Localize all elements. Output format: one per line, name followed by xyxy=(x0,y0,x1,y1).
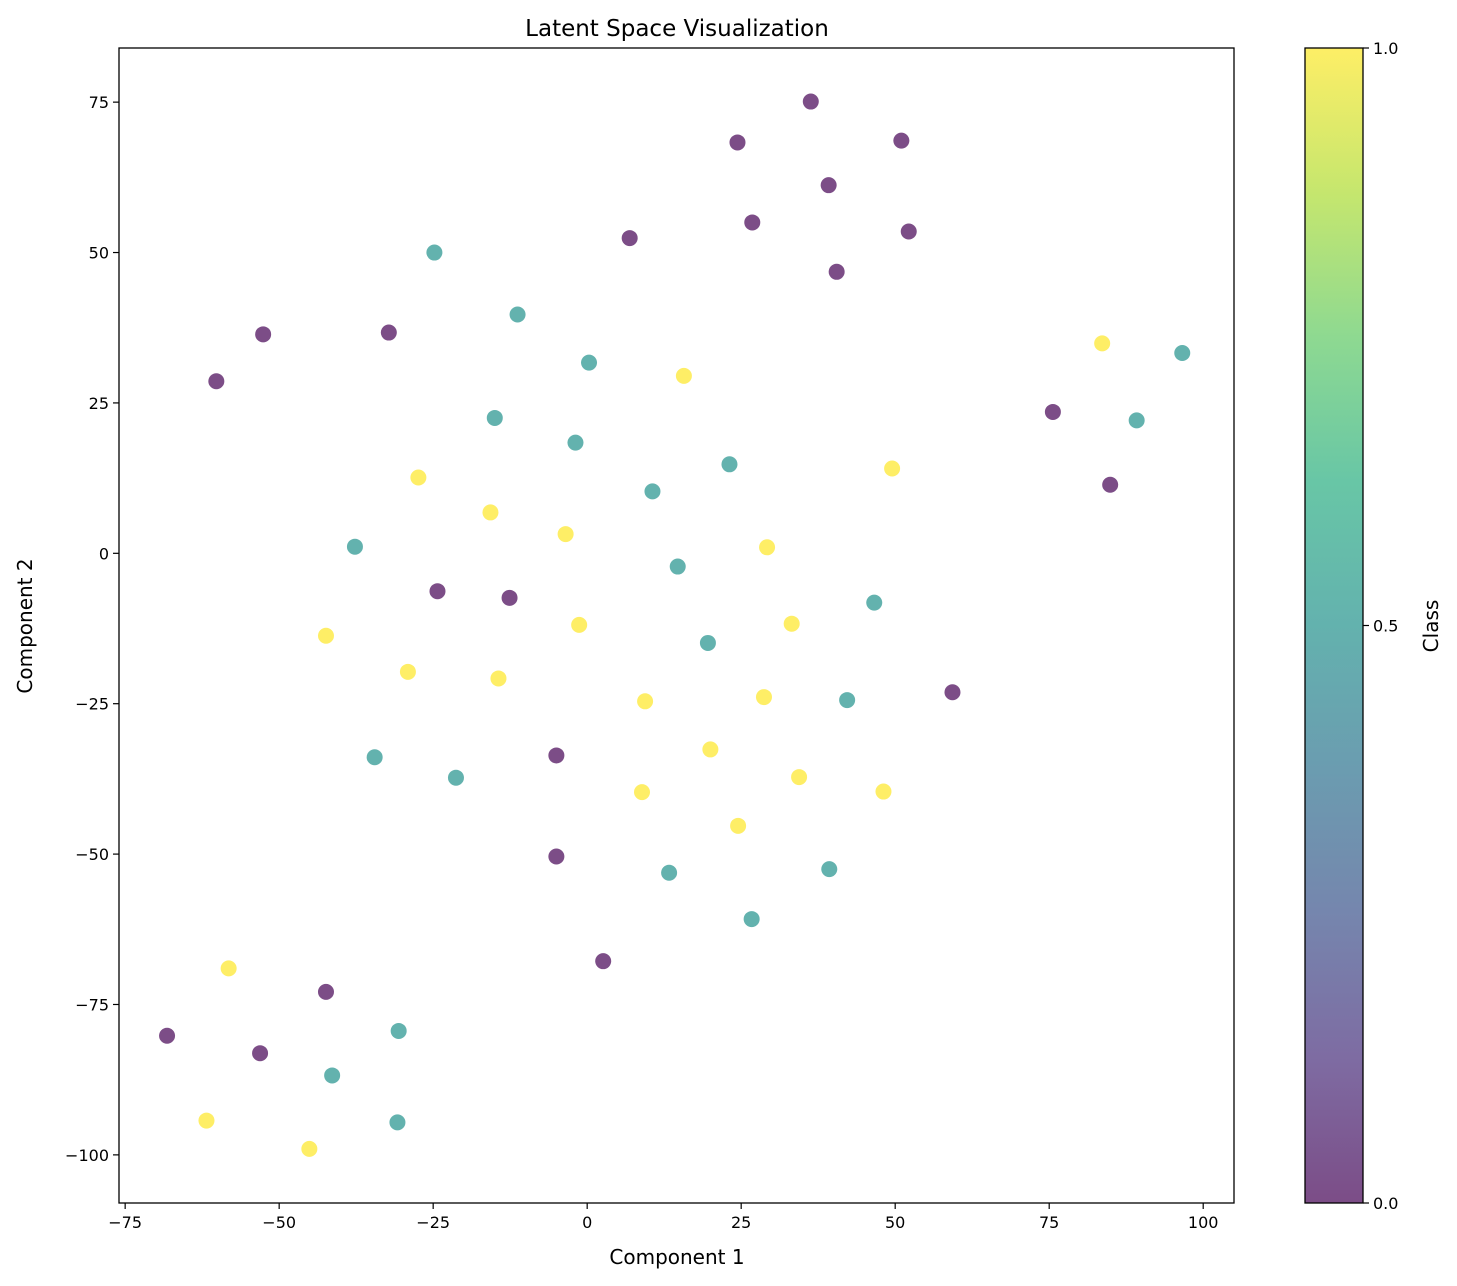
data-point xyxy=(557,526,574,543)
data-point xyxy=(317,627,334,644)
data-point xyxy=(366,749,383,766)
colorbar xyxy=(1304,47,1364,1204)
data-point xyxy=(581,354,598,371)
data-point xyxy=(1102,476,1119,493)
x-axis-label: Component 1 xyxy=(609,1245,744,1269)
y-tick-label: −50 xyxy=(75,845,109,864)
data-point xyxy=(875,783,892,800)
data-point xyxy=(944,684,961,701)
data-point xyxy=(410,469,427,486)
data-point xyxy=(1044,403,1061,420)
colorbar-axis: 0.0 0.5 1.0 xyxy=(1363,39,1398,1213)
y-tick-label: −75 xyxy=(75,995,109,1014)
data-point xyxy=(884,460,901,477)
data-point xyxy=(208,373,225,390)
data-point xyxy=(482,504,499,521)
data-point xyxy=(571,616,588,633)
data-point xyxy=(634,784,651,801)
data-point xyxy=(743,911,760,928)
data-point xyxy=(1128,412,1145,429)
data-point xyxy=(447,769,464,786)
data-point xyxy=(548,848,565,865)
data-point xyxy=(729,134,746,151)
x-tick-label: 75 xyxy=(1039,1213,1059,1232)
x-tick-label: 50 xyxy=(885,1213,905,1232)
y-axis-label: Component 2 xyxy=(13,558,37,693)
data-point xyxy=(702,741,719,758)
y-tick-label: 75 xyxy=(89,93,109,112)
data-point xyxy=(802,93,819,110)
colorbar-tick-label: 0.0 xyxy=(1373,1194,1398,1213)
data-point xyxy=(1174,344,1191,361)
data-point xyxy=(621,230,638,247)
data-point xyxy=(595,953,612,970)
y-tick-label: −25 xyxy=(75,695,109,714)
y-axis: −100 −75 −50 −25 0 25 50 75 xyxy=(65,93,119,1165)
colorbar-tick-label: 0.5 xyxy=(1373,617,1398,636)
data-point xyxy=(661,864,678,881)
data-point xyxy=(730,817,747,834)
data-point xyxy=(389,1114,406,1131)
y-tick-label: −100 xyxy=(65,1146,109,1165)
data-point xyxy=(669,558,686,575)
data-point xyxy=(317,983,334,1000)
data-point xyxy=(159,1027,176,1044)
data-point xyxy=(900,223,917,240)
x-tick-label: 0 xyxy=(582,1213,592,1232)
data-point xyxy=(198,1112,215,1129)
data-point xyxy=(783,615,800,632)
data-point xyxy=(486,409,503,426)
chart-title: Latent Space Visualization xyxy=(525,16,829,42)
colorbar-label: Class xyxy=(1419,600,1443,653)
data-point xyxy=(501,589,518,606)
x-tick-label: −50 xyxy=(262,1213,296,1232)
data-point xyxy=(567,434,584,451)
y-tick-label: 25 xyxy=(89,394,109,413)
data-point xyxy=(828,263,845,280)
x-tick-label: 25 xyxy=(731,1213,751,1232)
data-point xyxy=(1094,335,1111,352)
data-point xyxy=(301,1140,318,1157)
colorbar-tick-label: 1.0 xyxy=(1373,39,1398,58)
data-point xyxy=(380,324,397,341)
data-point xyxy=(675,367,692,384)
data-point xyxy=(820,177,837,194)
data-point xyxy=(426,244,443,261)
data-point xyxy=(699,634,716,651)
data-point xyxy=(839,692,856,709)
points-layer xyxy=(159,93,1191,1157)
plot-frame xyxy=(118,47,1235,1204)
data-point xyxy=(755,689,772,706)
data-point xyxy=(866,594,883,611)
data-point xyxy=(721,456,738,473)
x-tick-label: −75 xyxy=(108,1213,142,1232)
data-point xyxy=(324,1067,341,1084)
data-point xyxy=(429,583,446,600)
x-tick-label: −25 xyxy=(416,1213,450,1232)
data-point xyxy=(346,538,363,555)
data-point xyxy=(220,960,237,977)
y-tick-label: 50 xyxy=(89,244,109,263)
data-point xyxy=(759,539,776,556)
data-point xyxy=(548,747,565,764)
data-point xyxy=(255,326,272,343)
data-point xyxy=(509,306,526,323)
data-point xyxy=(490,670,507,687)
data-point xyxy=(399,663,416,680)
data-point xyxy=(893,132,910,149)
data-point xyxy=(390,1022,407,1039)
x-axis: −75 −50 −25 0 25 50 75 100 xyxy=(108,1203,1218,1232)
y-tick-label: 0 xyxy=(99,544,109,563)
data-point xyxy=(821,861,838,878)
x-tick-label: 100 xyxy=(1188,1213,1219,1232)
data-point xyxy=(637,693,654,710)
data-point xyxy=(252,1045,269,1062)
data-point xyxy=(744,214,761,231)
data-point xyxy=(644,483,661,500)
data-point xyxy=(791,769,808,786)
